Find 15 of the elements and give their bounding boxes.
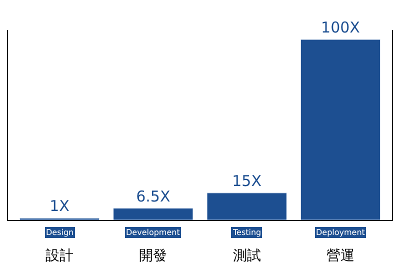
x-tick-label: 營運 [326, 248, 354, 264]
x-tick-label: 測試 [232, 248, 261, 264]
x-tick-label: 開發 [139, 248, 168, 264]
text: Design [46, 228, 74, 237]
bar [300, 39, 381, 220]
text: Development [126, 228, 180, 237]
text: Deployment [316, 228, 365, 237]
data-label: 1X [50, 197, 70, 216]
text: Testing [232, 228, 262, 237]
x-tick-label: 設計 [46, 248, 74, 264]
bar [113, 208, 194, 220]
bar [206, 192, 287, 220]
data-label: 6.5X [136, 187, 170, 206]
data-label: 15X [232, 172, 262, 190]
data-label: 100X [321, 18, 360, 36]
